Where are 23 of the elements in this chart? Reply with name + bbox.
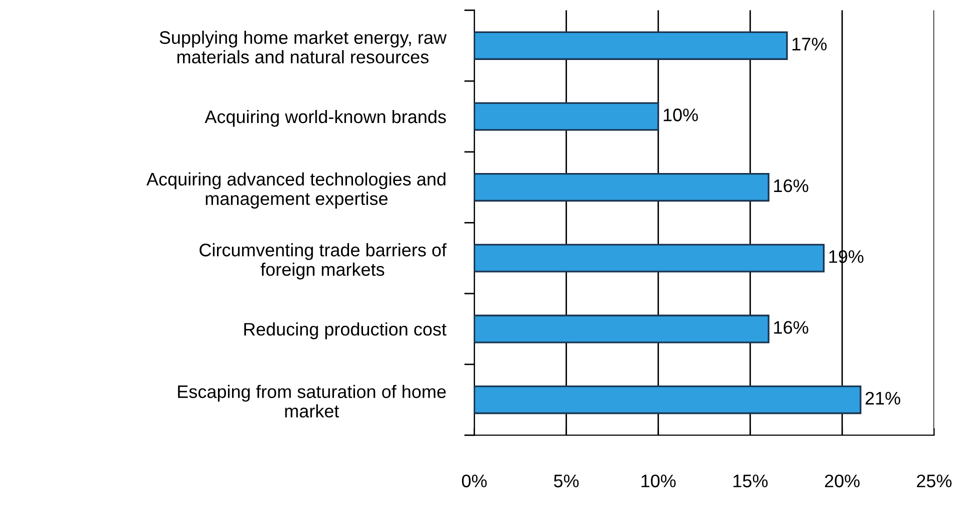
y-tick-label: Circumventing trade barriers of foreign markets [200,243,447,280]
y-tick-label: Acquiring world-known brands [204,110,446,127]
x-tick-label: 5% [554,474,579,488]
data-label: 21% [866,392,900,405]
bar [474,244,825,272]
x-tick-label: 20% [825,474,860,488]
bar [474,314,770,344]
bar [474,385,862,414]
y-tick-label: Supplying home market energy, raw materials and natural resources [160,30,447,64]
data-label: 10% [664,108,698,122]
x-tick-label: 10% [642,474,676,488]
bar [474,102,660,131]
y-tick-label: Reducing production cost [244,322,446,340]
y-tick-label: Escaping from saturation of home market [178,384,446,418]
x-tick-label: 25% [916,474,952,488]
x-tick-label: 0% [462,474,487,488]
x-tick-label: 15% [734,474,768,488]
data-label: 16% [774,321,808,334]
data-label: 17% [792,38,827,50]
y-tick-label: Acquiring advanced technologies and management expertise [146,172,446,209]
bar [474,173,770,202]
data-label: 16% [774,179,808,192]
bar [474,31,788,60]
